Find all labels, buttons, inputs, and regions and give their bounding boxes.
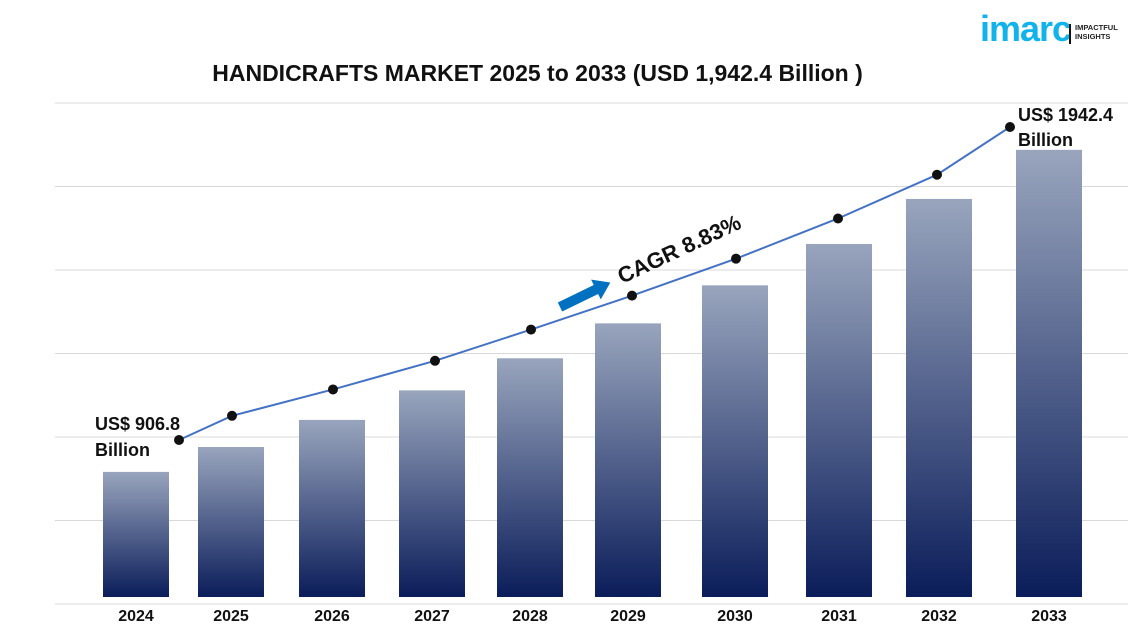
- bar-2033: [1016, 149, 1082, 597]
- bar-2025: [198, 446, 264, 597]
- trend-point-2027: [430, 355, 440, 366]
- cagr-arrow-icon: [557, 279, 611, 312]
- x-tick-label: 2033: [1031, 608, 1067, 625]
- trend-point-2030: [731, 253, 741, 264]
- chart-title: HANDICRAFTS MARKET 2025 to 2033 (USD 1,9…: [212, 60, 863, 86]
- x-tick-label: 2028: [512, 608, 548, 625]
- bar-2024: [103, 471, 169, 597]
- bar-2027: [399, 390, 465, 597]
- trend-line: [178, 126, 1011, 441]
- bar-2031: [806, 243, 872, 597]
- trend-point-2025: [227, 410, 237, 421]
- trend-point-2032: [932, 169, 942, 180]
- end-value-unit: Billion: [1018, 130, 1073, 150]
- logo-tagline-1: IMPACTFUL: [1075, 23, 1118, 32]
- bar-2032: [906, 198, 972, 597]
- logo-divider: [1069, 24, 1071, 44]
- x-tick-label: 2032: [921, 608, 957, 625]
- logo-tagline-2: INSIGHTS: [1075, 32, 1111, 41]
- end-value-label: US$ 1942.4: [1018, 105, 1113, 125]
- logo-word: imarc: [980, 8, 1072, 49]
- bar-2026: [299, 419, 365, 597]
- x-tick-label: 2031: [821, 608, 857, 625]
- start-value-label: US$ 906.8: [95, 414, 180, 434]
- bar-2029: [595, 323, 661, 597]
- bar-2030: [702, 285, 768, 597]
- trend-point-2028: [526, 324, 536, 335]
- cagr-label: CAGR 8.83%: [614, 210, 745, 289]
- trend-point-2031: [833, 213, 843, 224]
- x-tick-label: 2025: [213, 608, 249, 625]
- trend-point-2029: [627, 290, 637, 301]
- x-tick-label: 2027: [414, 608, 450, 625]
- x-tick-label: 2024: [118, 608, 154, 625]
- trend-point-2024: [174, 435, 184, 445]
- trend-point-2026: [328, 384, 338, 395]
- trend-point-2033: [1005, 122, 1015, 132]
- start-value-unit: Billion: [95, 440, 150, 460]
- imarc-logo: imarc IMPACTFUL INSIGHTS: [980, 4, 1135, 49]
- x-tick-label: 2030: [717, 608, 753, 625]
- bar-2028: [497, 358, 563, 597]
- logo-tagline: IMPACTFUL INSIGHTS: [1075, 23, 1118, 41]
- x-tick-label: 2026: [314, 608, 350, 625]
- x-tick-label: 2029: [610, 608, 646, 625]
